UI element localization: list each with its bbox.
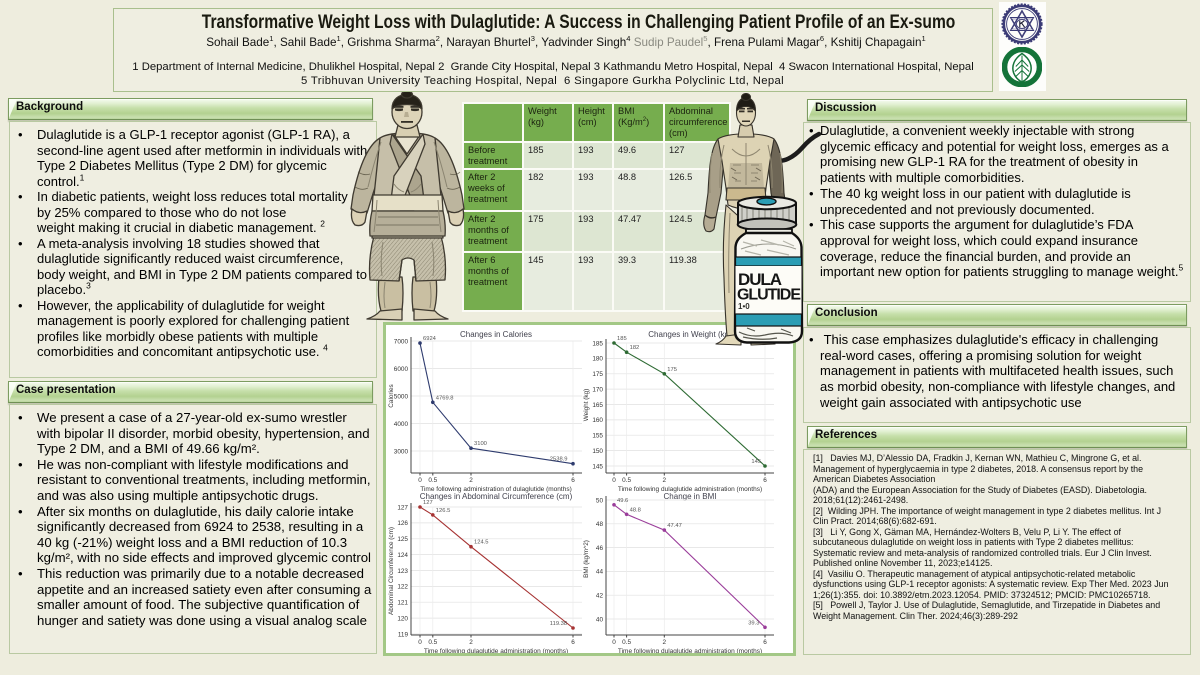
svg-text:124.5: 124.5	[474, 540, 489, 546]
svg-text:2: 2	[663, 477, 667, 484]
svg-text:2: 2	[469, 639, 473, 646]
svg-text:Changes in Calories: Changes in Calories	[460, 330, 532, 339]
svg-text:0: 0	[612, 639, 616, 646]
svg-text:BMI (kg/m^2): BMI (kg/m^2)	[583, 540, 590, 578]
svg-text:122: 122	[397, 584, 408, 591]
svg-text:49.6: 49.6	[617, 498, 628, 504]
svg-text:42: 42	[596, 593, 604, 600]
svg-text:Changes in Weight (kg): Changes in Weight (kg)	[648, 330, 732, 339]
svg-text:0.5: 0.5	[428, 639, 437, 646]
svg-text:185: 185	[617, 336, 627, 342]
svg-text:48.8: 48.8	[630, 507, 641, 513]
svg-text:Time following dulaglutide adm: Time following dulaglutide administratio…	[618, 648, 762, 653]
svg-text:Calories: Calories	[388, 384, 395, 407]
svg-text:126: 126	[397, 520, 408, 527]
svg-text:0.5: 0.5	[622, 477, 631, 484]
svg-text:40: 40	[596, 616, 604, 623]
svg-text:126.5: 126.5	[436, 508, 451, 514]
svg-text:Weight (kg): Weight (kg)	[583, 389, 590, 422]
svg-text:1•0: 1•0	[738, 302, 750, 311]
svg-text:Time following dulaglutide adm: Time following dulaglutide administratio…	[424, 648, 568, 653]
svg-text:175: 175	[667, 367, 677, 373]
svg-text:145: 145	[592, 463, 603, 470]
svg-text:124: 124	[397, 552, 408, 559]
svg-text:120: 120	[397, 615, 408, 622]
svg-text:123: 123	[397, 568, 408, 575]
svg-text:119: 119	[398, 631, 409, 638]
svg-text:6: 6	[763, 477, 767, 484]
svg-text:150: 150	[592, 448, 603, 455]
svg-text:46: 46	[596, 545, 604, 552]
svg-text:4000: 4000	[394, 421, 409, 428]
svg-text:47.47: 47.47	[667, 523, 682, 529]
svg-text:2538.9: 2538.9	[550, 457, 568, 463]
svg-text:175: 175	[592, 371, 603, 378]
svg-text:DULA: DULA	[738, 270, 782, 289]
svg-text:3100: 3100	[474, 441, 487, 447]
svg-text:121: 121	[397, 600, 408, 607]
svg-text:145: 145	[751, 459, 761, 465]
svg-text:48: 48	[596, 521, 604, 528]
svg-text:165: 165	[592, 402, 603, 409]
svg-text:Time following dulaglutide adm: Time following dulaglutide administratio…	[618, 486, 762, 493]
svg-text:0: 0	[612, 477, 616, 484]
svg-text:7000: 7000	[394, 338, 409, 345]
svg-text:2: 2	[663, 639, 667, 646]
svg-text:6: 6	[571, 639, 575, 646]
svg-text:4769.8: 4769.8	[436, 395, 454, 401]
svg-text:127: 127	[397, 504, 408, 511]
svg-text:127: 127	[423, 500, 433, 506]
svg-text:155: 155	[592, 433, 603, 440]
svg-text:2: 2	[469, 477, 473, 484]
svg-text:6000: 6000	[394, 366, 409, 373]
svg-text:Time following administration: Time following administration of dulaglu…	[420, 486, 572, 493]
svg-text:GLUTIDE: GLUTIDE	[737, 287, 801, 304]
svg-text:0.5: 0.5	[622, 639, 631, 646]
svg-text:Abdominal Circumference (cm): Abdominal Circumference (cm)	[388, 527, 395, 615]
svg-text:3000: 3000	[394, 448, 409, 455]
svg-text:5000: 5000	[394, 393, 409, 400]
svg-text:160: 160	[592, 417, 603, 424]
svg-text:182: 182	[630, 345, 640, 351]
svg-text:6: 6	[763, 639, 767, 646]
svg-text:180: 180	[592, 356, 603, 363]
svg-text:0: 0	[418, 639, 422, 646]
svg-text:119.38: 119.38	[550, 621, 567, 627]
svg-text:39.3: 39.3	[748, 620, 759, 626]
svg-text:170: 170	[592, 386, 603, 393]
svg-text:125: 125	[397, 536, 408, 543]
svg-text:44: 44	[596, 569, 604, 576]
svg-text:6924: 6924	[423, 336, 437, 342]
svg-text:Change in BMI: Change in BMI	[664, 492, 717, 501]
svg-text:Changes in Abdominal Circumfer: Changes in Abdominal Circumference (cm)	[420, 492, 573, 501]
svg-text:6: 6	[571, 477, 575, 484]
svg-text:50: 50	[596, 497, 604, 504]
svg-text:0.5: 0.5	[428, 477, 437, 484]
svg-text:185: 185	[592, 340, 603, 347]
svg-text:0: 0	[418, 477, 422, 484]
